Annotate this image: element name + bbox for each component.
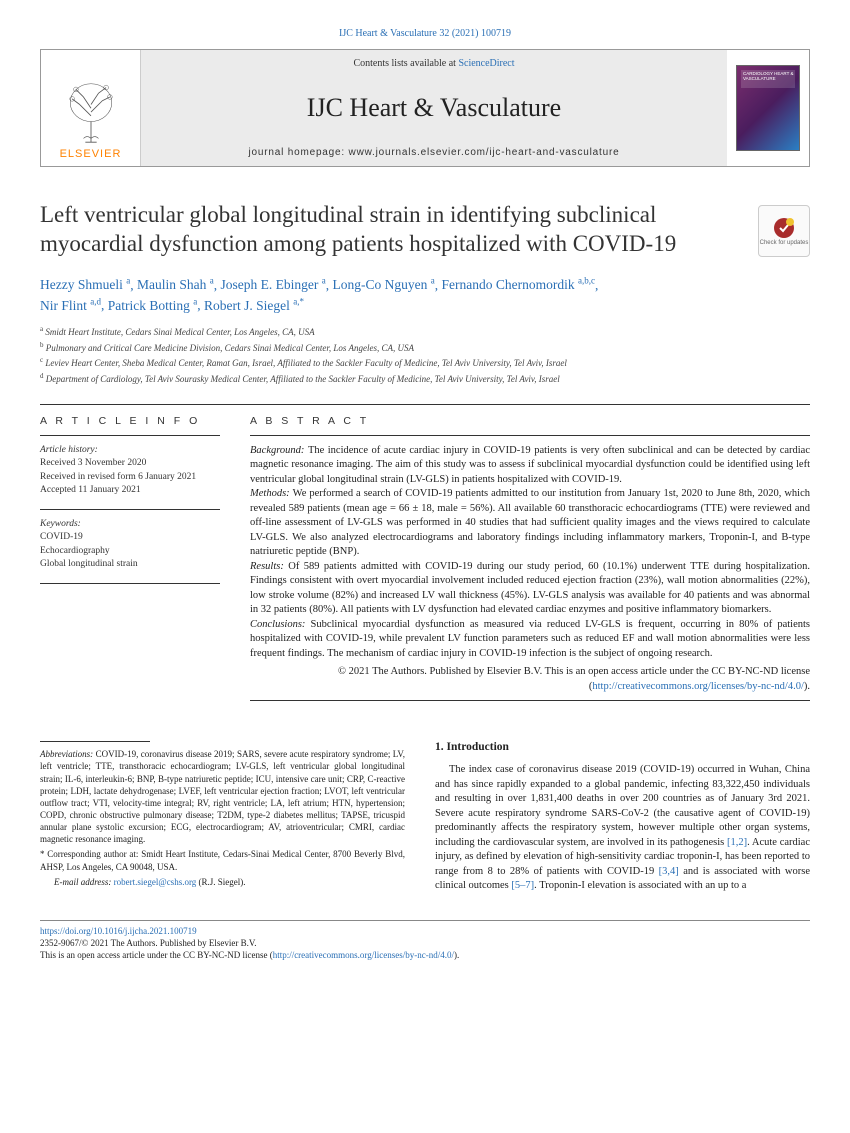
abstract-head: A B S T R A C T bbox=[250, 405, 810, 436]
abstract-copyright: © 2021 The Authors. Published by Elsevie… bbox=[250, 665, 810, 694]
footer-license-link[interactable]: http://creativecommons.org/licenses/by-n… bbox=[273, 950, 454, 960]
introduction-text: The index case of coronavirus disease 20… bbox=[435, 763, 810, 893]
author: Robert J. Siegel a,* bbox=[204, 298, 304, 313]
publisher-name: ELSEVIER bbox=[60, 148, 122, 160]
license-link[interactable]: http://creativecommons.org/licenses/by-n… bbox=[592, 681, 804, 692]
article-history: Article history: Received 3 November 202… bbox=[40, 444, 220, 507]
sciencedirect-link[interactable]: ScienceDirect bbox=[458, 58, 514, 69]
contents-available: Contents lists available at ScienceDirec… bbox=[151, 58, 717, 69]
author: Joseph E. Ebinger a bbox=[220, 277, 325, 292]
introduction-head: 1. Introduction bbox=[435, 741, 810, 753]
affiliation-list: a Smidt Heart Institute, Cedars Sinai Me… bbox=[40, 324, 810, 386]
author: Long-Co Nguyen a bbox=[332, 277, 434, 292]
email-footnote: E-mail address: robert.siegel@cshs.org (… bbox=[40, 876, 405, 888]
keyword: Global longitudinal strain bbox=[40, 558, 220, 571]
affiliation: d Department of Cardiology, Tel Aviv Sou… bbox=[40, 371, 810, 387]
author: Nir Flint a,d bbox=[40, 298, 101, 313]
ref-link[interactable]: [3,4] bbox=[659, 866, 679, 877]
journal-name: IJC Heart & Vasculature bbox=[151, 93, 717, 123]
ref-link[interactable]: [5–7] bbox=[511, 880, 534, 891]
abbreviations-footnote: Abbreviations: COVID-19, coronavirus dis… bbox=[40, 748, 405, 845]
author: Maulin Shah a bbox=[137, 277, 214, 292]
journal-homepage: journal homepage: www.journals.elsevier.… bbox=[151, 147, 717, 158]
updates-icon bbox=[772, 216, 796, 240]
affiliation: a Smidt Heart Institute, Cedars Sinai Me… bbox=[40, 324, 810, 340]
affiliation: b Pulmonary and Critical Care Medicine D… bbox=[40, 340, 810, 356]
author: Hezzy Shmueli a bbox=[40, 277, 130, 292]
affiliation: c Leviev Heart Center, Sheba Medical Cen… bbox=[40, 355, 810, 371]
author-list: Hezzy Shmueli a, Maulin Shah a, Joseph E… bbox=[40, 275, 810, 317]
keyword: COVID-19 bbox=[40, 531, 220, 544]
author: Fernando Chernomordik a,b,c bbox=[441, 277, 594, 292]
check-updates-badge[interactable]: Check for updates bbox=[758, 205, 810, 257]
journal-header: ELSEVIER Contents lists available at Sci… bbox=[40, 49, 810, 167]
ref-link[interactable]: [1,2] bbox=[727, 837, 747, 848]
journal-cover-box: CARDIOLOGY HEART & VASCULATURE bbox=[727, 50, 809, 166]
corresponding-author-footnote: * Corresponding author at: Smidt Heart I… bbox=[40, 848, 405, 872]
header-citation: IJC Heart & Vasculature 32 (2021) 100719 bbox=[40, 28, 810, 39]
doi-link[interactable]: https://doi.org/10.1016/j.ijcha.2021.100… bbox=[40, 925, 197, 937]
corresponding-email-link[interactable]: robert.siegel@cshs.org bbox=[114, 877, 197, 887]
elsevier-tree-icon bbox=[62, 80, 120, 146]
journal-cover-thumb: CARDIOLOGY HEART & VASCULATURE bbox=[736, 65, 800, 151]
article-title: Left ventricular global longitudinal str… bbox=[40, 201, 742, 259]
keyword: Echocardiography bbox=[40, 545, 220, 558]
abstract-text: Background: The incidence of acute cardi… bbox=[250, 444, 810, 661]
author: Patrick Botting a bbox=[108, 298, 198, 313]
keywords-block: Keywords: COVID-19EchocardiographyGlobal… bbox=[40, 518, 220, 581]
publisher-logo-box: ELSEVIER bbox=[41, 50, 141, 166]
page-footer: https://doi.org/10.1016/j.ijcha.2021.100… bbox=[40, 920, 810, 961]
article-info-head: A R T I C L E I N F O bbox=[40, 405, 220, 436]
